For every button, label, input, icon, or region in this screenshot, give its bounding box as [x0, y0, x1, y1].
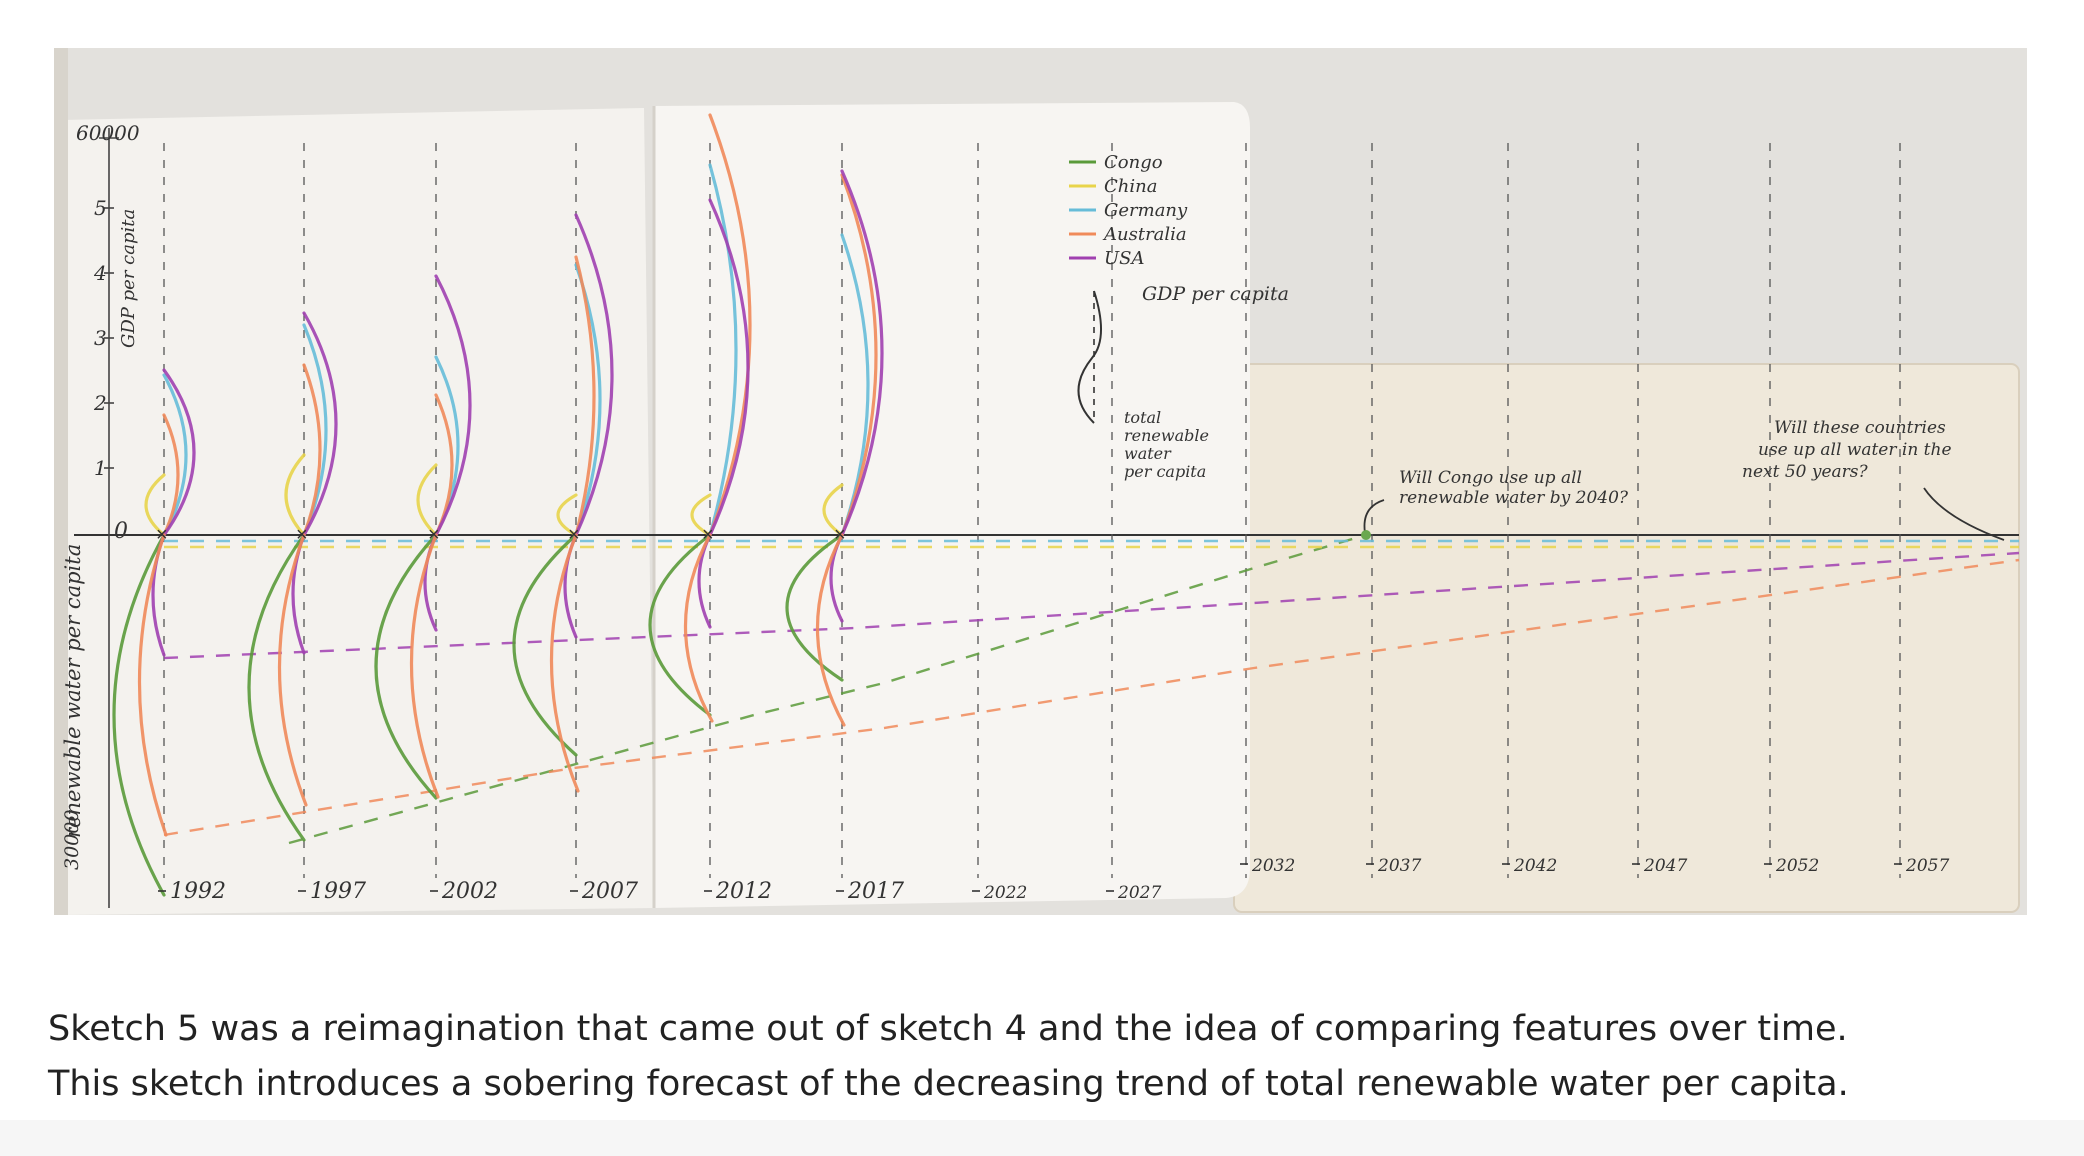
y-tick-label: 2 [93, 391, 107, 415]
arc-china [690, 493, 712, 537]
year-label: 2007 [581, 879, 638, 904]
year-label: 2002 [441, 879, 498, 904]
sketch-photo: × × × × × × 1992 1997 2002 2007 2012 2017 2022 2027 2… [54, 48, 2027, 915]
arc-australia [708, 113, 752, 537]
svg-text:×: × [702, 524, 714, 546]
arc-usa [840, 169, 884, 537]
arc-congo [785, 533, 844, 682]
year-label: 2017 [847, 879, 904, 904]
year-label: 2052 [1775, 856, 1819, 876]
svg-text:×: × [296, 524, 308, 546]
arc-australia [840, 173, 878, 537]
arc-usa [708, 198, 750, 537]
legend-label-usa: USA [1104, 248, 1145, 269]
key-bottom-label: total [1124, 408, 1161, 427]
arc-china [822, 483, 844, 537]
arc-usa [434, 274, 472, 537]
year-label: 2042 [1513, 856, 1557, 876]
country-arcs: × × × × × × [112, 113, 884, 897]
countries-note-text: use up all water in the [1758, 440, 1952, 460]
congo-note-text: renewable water by 2040? [1399, 488, 1629, 508]
year-label: 1992 [170, 879, 226, 904]
svg-text:×: × [156, 524, 168, 546]
footer-band [0, 1120, 2084, 1156]
arc-congo [112, 533, 166, 897]
arc-china [556, 493, 578, 537]
legend-label-australia: Australia [1102, 224, 1187, 245]
zero-label: 0 [114, 519, 128, 544]
year-label: 2057 [1905, 856, 1949, 876]
year-label: 2027 [1117, 883, 1161, 903]
arc-australia [302, 363, 322, 537]
legend-label-china: China [1104, 176, 1157, 197]
arc-china [144, 473, 166, 537]
notebook-left-page [62, 108, 654, 915]
arc-china [284, 453, 306, 537]
countries-note-text: Will these countries [1774, 418, 1946, 438]
year-guide-lines [163, 143, 1901, 878]
y-tick-label: 3 [94, 326, 107, 350]
legend-label-congo: Congo [1104, 152, 1163, 173]
legend-label-germany: Germany [1104, 200, 1188, 221]
arc-congo [512, 533, 578, 757]
forecast-trend-lines [163, 533, 2020, 845]
arc-australia [162, 413, 180, 537]
year-label: 2022 [983, 883, 1027, 903]
y-axis-max-label: 60000 [76, 121, 140, 145]
year-label: 2012 [715, 879, 772, 904]
key-bottom-label: per capita [1124, 462, 1206, 481]
key-bottom-label: water [1124, 444, 1172, 463]
arc-usa [302, 311, 338, 537]
arc-congo [247, 533, 306, 842]
key-bottom-label: renewable [1124, 426, 1209, 445]
arc-congo [648, 533, 712, 717]
svg-text:×: × [428, 524, 440, 546]
y-tick-label: 5 [94, 196, 107, 220]
year-label: 2037 [1377, 856, 1421, 876]
congo-note-text: Will Congo use up all [1399, 468, 1582, 488]
year-label: 2047 [1643, 856, 1687, 876]
arc-usa [574, 213, 614, 537]
y-tick-label: 4 [93, 261, 107, 285]
svg-text:×: × [568, 524, 580, 546]
arc-china [416, 463, 438, 537]
svg-text:×: × [834, 524, 846, 546]
arc-germany [708, 163, 738, 537]
year-label: 1997 [310, 879, 366, 904]
caption-line-2: This sketch introduces a sobering foreca… [48, 1064, 1849, 1104]
year-labels: 1992 1997 2002 2007 2012 2017 2022 2027 2032 2037… [158, 856, 1949, 904]
notebook-right-page [654, 102, 1250, 908]
y-axis-bottom-label: renewable water per capita [61, 544, 85, 838]
arc-australia [574, 255, 596, 537]
y-axis-top-label: GDP per capita [118, 209, 139, 348]
arc-congo [374, 533, 438, 800]
arc-usa [162, 368, 196, 537]
countries-note-text: next 50 years? [1742, 462, 1869, 482]
y-tick-label: 1 [94, 456, 107, 480]
legend: Congo China Germany Australia USA [1069, 152, 1188, 269]
caption: Sketch 5 was a reimagination that came o… [48, 1002, 2048, 1112]
caption-line-1: Sketch 5 was a reimagination that came o… [48, 1009, 1848, 1049]
y-axis-bottom-min-label: 30000 [61, 810, 83, 870]
year-label: 2032 [1251, 856, 1295, 876]
key-top-label: GDP per capita [1142, 283, 1289, 305]
